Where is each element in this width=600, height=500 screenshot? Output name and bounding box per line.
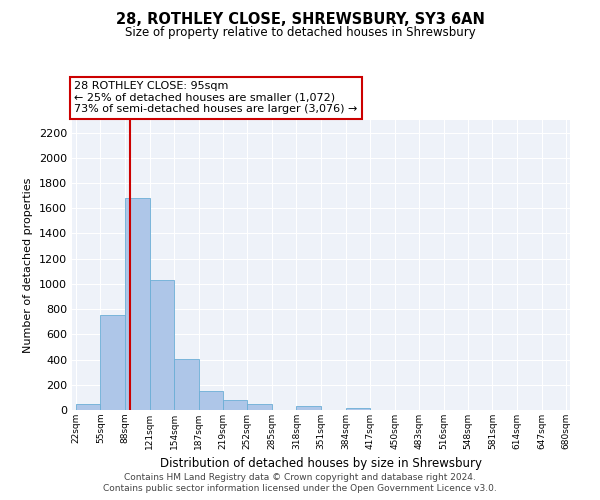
Bar xyxy=(125,198,149,410)
Y-axis label: Number of detached properties: Number of detached properties xyxy=(23,178,34,352)
Bar xyxy=(76,404,100,410)
Bar xyxy=(100,316,125,410)
Bar xyxy=(247,404,272,410)
X-axis label: Distribution of detached houses by size in Shrewsbury: Distribution of detached houses by size … xyxy=(160,458,482,470)
Bar xyxy=(199,391,223,410)
Bar xyxy=(346,408,370,410)
Text: 28 ROTHLEY CLOSE: 95sqm
← 25% of detached houses are smaller (1,072)
73% of semi: 28 ROTHLEY CLOSE: 95sqm ← 25% of detache… xyxy=(74,81,358,114)
Text: Size of property relative to detached houses in Shrewsbury: Size of property relative to detached ho… xyxy=(125,26,475,39)
Text: Contains public sector information licensed under the Open Government Licence v3: Contains public sector information licen… xyxy=(103,484,497,493)
Bar xyxy=(223,400,247,410)
Text: 28, ROTHLEY CLOSE, SHREWSBURY, SY3 6AN: 28, ROTHLEY CLOSE, SHREWSBURY, SY3 6AN xyxy=(116,12,484,28)
Bar xyxy=(174,359,199,410)
Text: Contains HM Land Registry data © Crown copyright and database right 2024.: Contains HM Land Registry data © Crown c… xyxy=(124,472,476,482)
Bar xyxy=(149,280,174,410)
Bar xyxy=(296,406,321,410)
